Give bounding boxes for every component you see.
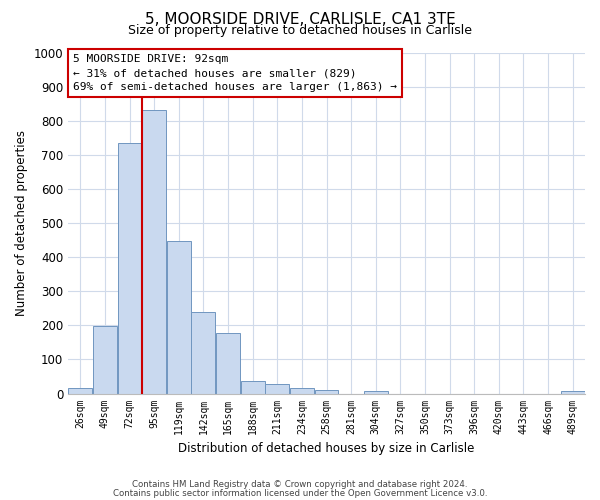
X-axis label: Distribution of detached houses by size in Carlisle: Distribution of detached houses by size …: [178, 442, 475, 455]
Bar: [167, 241, 191, 394]
Bar: [561, 391, 584, 394]
Text: 5, MOORSIDE DRIVE, CARLISLE, CA1 3TE: 5, MOORSIDE DRIVE, CARLISLE, CA1 3TE: [145, 12, 455, 28]
Bar: [191, 312, 215, 394]
Text: Size of property relative to detached houses in Carlisle: Size of property relative to detached ho…: [128, 24, 472, 37]
Bar: [364, 391, 388, 394]
Bar: [118, 143, 142, 394]
Bar: [314, 390, 338, 394]
Bar: [142, 110, 166, 394]
Bar: [93, 326, 117, 394]
Y-axis label: Number of detached properties: Number of detached properties: [15, 130, 28, 316]
Text: Contains HM Land Registry data © Crown copyright and database right 2024.: Contains HM Land Registry data © Crown c…: [132, 480, 468, 489]
Bar: [68, 388, 92, 394]
Text: 5 MOORSIDE DRIVE: 92sqm
← 31% of detached houses are smaller (829)
69% of semi-d: 5 MOORSIDE DRIVE: 92sqm ← 31% of detache…: [73, 54, 397, 92]
Text: Contains public sector information licensed under the Open Government Licence v3: Contains public sector information licen…: [113, 488, 487, 498]
Bar: [290, 388, 314, 394]
Bar: [265, 384, 289, 394]
Bar: [241, 381, 265, 394]
Bar: [216, 333, 240, 394]
